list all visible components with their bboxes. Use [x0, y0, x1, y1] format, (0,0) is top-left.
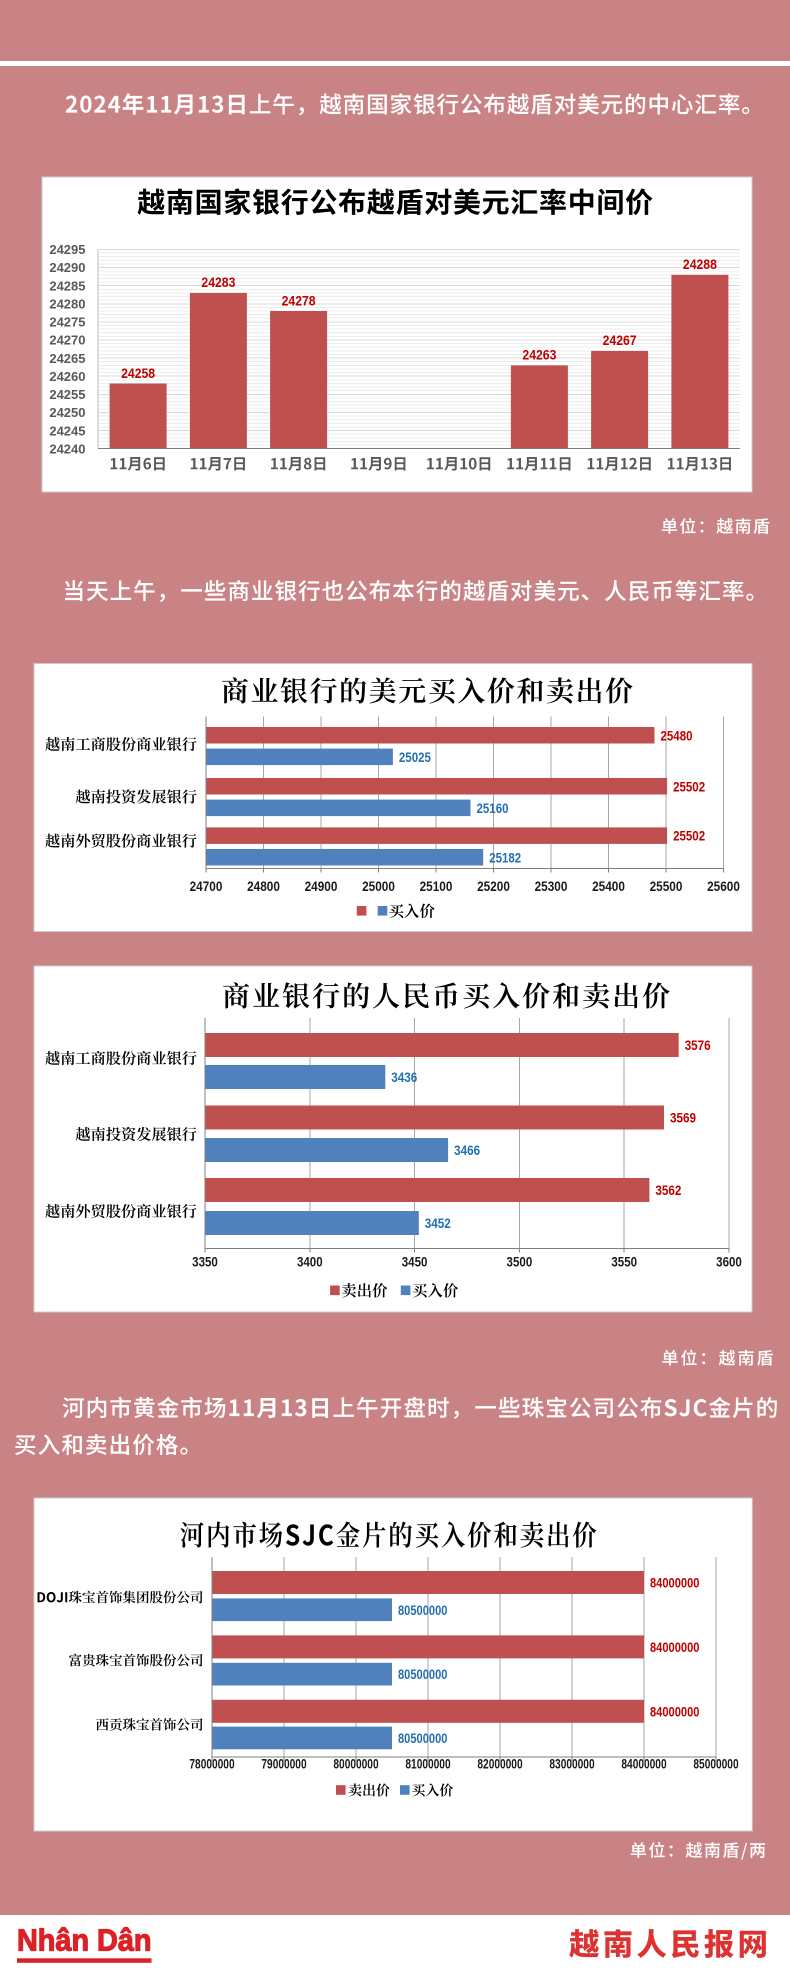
- svg-text:25182: 25182: [489, 849, 521, 865]
- svg-text:84000000: 84000000: [650, 1639, 700, 1655]
- svg-text:80500000: 80500000: [398, 1730, 448, 1746]
- svg-text:24278: 24278: [282, 293, 316, 308]
- svg-text:3569: 3569: [670, 1110, 696, 1126]
- svg-text:24800: 24800: [247, 878, 280, 894]
- svg-text:81000000: 81000000: [405, 1756, 450, 1772]
- svg-text:25025: 25025: [399, 749, 431, 765]
- svg-text:24700: 24700: [190, 878, 223, 894]
- svg-text:3400: 3400: [297, 1254, 323, 1270]
- svg-text:24288: 24288: [683, 257, 717, 272]
- svg-text:3350: 3350: [192, 1254, 218, 1270]
- svg-text:24240: 24240: [49, 441, 85, 456]
- svg-text:24285: 24285: [49, 278, 85, 293]
- svg-text:80000000: 80000000: [333, 1756, 378, 1772]
- svg-text:25300: 25300: [535, 878, 568, 894]
- svg-text:24290: 24290: [49, 260, 85, 275]
- svg-text:24260: 24260: [49, 369, 85, 384]
- svg-text:84000000: 84000000: [621, 1756, 666, 1772]
- svg-text:24270: 24270: [49, 333, 85, 348]
- svg-text:78000000: 78000000: [189, 1756, 234, 1772]
- svg-text:25600: 25600: [707, 878, 740, 894]
- svg-text:24275: 24275: [49, 315, 85, 330]
- svg-text:24280: 24280: [49, 296, 85, 311]
- svg-text:3562: 3562: [655, 1182, 681, 1198]
- svg-text:80500000: 80500000: [398, 1602, 448, 1618]
- svg-text:24295: 24295: [49, 242, 85, 257]
- svg-text:80500000: 80500000: [398, 1666, 448, 1682]
- svg-text:24265: 24265: [49, 351, 85, 366]
- svg-text:82000000: 82000000: [477, 1756, 522, 1772]
- svg-text:3500: 3500: [507, 1254, 533, 1270]
- svg-text:3576: 3576: [685, 1037, 711, 1053]
- svg-text:25480: 25480: [661, 727, 693, 743]
- svg-text:3550: 3550: [611, 1254, 637, 1270]
- svg-text:25200: 25200: [477, 878, 510, 894]
- svg-text:25100: 25100: [420, 878, 453, 894]
- svg-text:83000000: 83000000: [549, 1756, 594, 1772]
- svg-text:24245: 24245: [49, 423, 85, 438]
- svg-text:25500: 25500: [650, 878, 683, 894]
- svg-text:24258: 24258: [121, 366, 155, 381]
- svg-text:Nhân Dân: Nhân Dân: [17, 1923, 152, 1957]
- svg-text:24255: 24255: [49, 387, 85, 402]
- svg-text:3450: 3450: [402, 1254, 428, 1270]
- svg-text:24250: 24250: [49, 405, 85, 420]
- svg-text:3600: 3600: [716, 1254, 742, 1270]
- svg-text:24283: 24283: [201, 275, 235, 290]
- svg-text:84000000: 84000000: [650, 1703, 700, 1719]
- svg-text:85000000: 85000000: [693, 1756, 738, 1772]
- svg-text:24900: 24900: [305, 878, 338, 894]
- svg-text:25000: 25000: [362, 878, 395, 894]
- svg-text:25400: 25400: [592, 878, 625, 894]
- svg-text:84000000: 84000000: [650, 1575, 700, 1591]
- svg-text:3436: 3436: [391, 1069, 417, 1085]
- svg-text:3452: 3452: [425, 1215, 451, 1231]
- svg-text:79000000: 79000000: [261, 1756, 306, 1772]
- svg-text:25502: 25502: [673, 778, 705, 794]
- svg-text:24267: 24267: [603, 333, 637, 348]
- svg-text:25160: 25160: [477, 800, 509, 816]
- svg-text:24263: 24263: [522, 348, 556, 363]
- svg-text:3466: 3466: [454, 1142, 480, 1158]
- svg-text:25502: 25502: [673, 828, 705, 844]
